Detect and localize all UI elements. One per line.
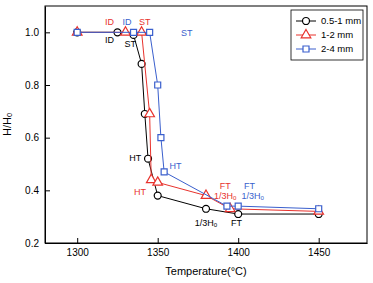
series-marker	[153, 177, 163, 185]
plot: 1300 1350 1400 1450 0.2 0.4 0.6 0.8 1.0 ID ST HT 1/3…	[25, 6, 367, 258]
legend-marker	[303, 46, 309, 52]
annotation: ID	[123, 17, 133, 27]
series-marker	[161, 169, 167, 175]
series-marker	[131, 29, 137, 35]
x-tick-mark	[77, 238, 78, 243]
y-tick-label: 0.4	[25, 185, 39, 196]
x-tick: 1400	[228, 238, 251, 258]
series-line	[77, 32, 319, 208]
marks	[72, 27, 323, 218]
legend-label: 0.5-1 mm	[321, 15, 361, 26]
y-tick: 0.4	[25, 185, 50, 196]
annotation: 1/3Hₒ	[195, 218, 218, 228]
annotation: FT	[244, 181, 255, 191]
legend-label: 2-4 mm	[321, 43, 353, 54]
x-tick-label: 1400	[228, 247, 251, 258]
legend-marker	[303, 18, 310, 25]
y-tick: 0.8	[25, 80, 50, 91]
legend: 0.5-1 mm 1-2 mm 2-4 mm	[291, 10, 363, 60]
legend-label: 1-2 mm	[321, 29, 353, 40]
annotation: ST	[139, 17, 151, 27]
y-tick-mark	[45, 138, 50, 139]
y-tick-label: 0.8	[25, 80, 39, 91]
y-tick: 1.0	[25, 27, 50, 38]
legend-marker	[301, 29, 311, 37]
x-tick: 1300	[67, 238, 90, 258]
x-axis-line	[46, 243, 368, 244]
series-marker	[154, 192, 161, 199]
x-tick-label: 1350	[147, 247, 170, 258]
series-marker	[235, 203, 241, 209]
plot-frame	[45, 6, 367, 243]
chart: 1300 1350 1400 1450 0.2 0.4 0.6 0.8 1.0 ID ST HT 1/3…	[0, 0, 373, 283]
y-axis-line	[45, 7, 46, 244]
annotation: ST	[181, 28, 193, 38]
series-marker	[137, 27, 147, 35]
annotation: HT	[134, 187, 146, 197]
x-tick-label: 1300	[67, 247, 90, 258]
series-line	[77, 32, 319, 211]
x-tick-mark	[158, 238, 159, 243]
series-line	[77, 32, 319, 214]
y-axis-title: H/Hₒ	[1, 113, 13, 136]
annotation: ID	[105, 17, 115, 27]
series-marker	[203, 205, 210, 212]
y-tick-mark	[45, 85, 50, 86]
x-axis-title: Temperature(°C)	[165, 265, 246, 277]
series-marker	[235, 211, 242, 218]
series-marker	[316, 206, 322, 212]
x-tick-label: 1450	[308, 247, 331, 258]
annotation: 1/3Hₒ	[214, 191, 237, 201]
series-marker	[224, 203, 230, 209]
y-tick-mark	[45, 32, 50, 33]
series-marker	[121, 27, 131, 35]
y-tick-mark	[45, 190, 50, 191]
annotation: ST	[125, 39, 137, 49]
x-tick-mark	[319, 238, 320, 243]
y-tick-label: 1.0	[25, 27, 39, 38]
series-marker	[158, 135, 164, 141]
y-tick: 0.6	[25, 132, 50, 143]
annotation: HT	[169, 161, 181, 171]
x-tick: 1450	[308, 238, 331, 258]
series-marker	[155, 82, 161, 88]
y-tick: 0.2	[25, 238, 50, 249]
series-marker	[74, 29, 80, 35]
y-tick-label: 0.2	[25, 238, 39, 249]
annotation: ID	[105, 35, 115, 45]
x-tick-mark	[238, 238, 239, 243]
annotations: IDSTHT1/3HₒFTIDSTHTFT1/3HₒIDSTHTFT1/3Hₒ	[105, 17, 265, 227]
y-tick-label: 0.6	[25, 132, 39, 143]
x-tick: 1350	[147, 238, 170, 258]
series-marker	[74, 29, 81, 36]
annotation: FT	[220, 181, 231, 191]
series-marker	[147, 29, 153, 35]
series-marker	[72, 27, 82, 35]
annotation: FT	[231, 218, 242, 228]
annotation: HT	[129, 153, 141, 163]
legend-frame	[291, 10, 363, 60]
annotation: 1/3Hₒ	[241, 191, 264, 201]
series-marker	[145, 108, 155, 116]
y-tick-mark	[45, 243, 50, 244]
y-axis: 0.2 0.4 0.6 0.8 1.0	[25, 7, 50, 249]
x-axis: 1300 1350 1400 1450	[46, 238, 368, 258]
series-marker	[314, 206, 324, 214]
